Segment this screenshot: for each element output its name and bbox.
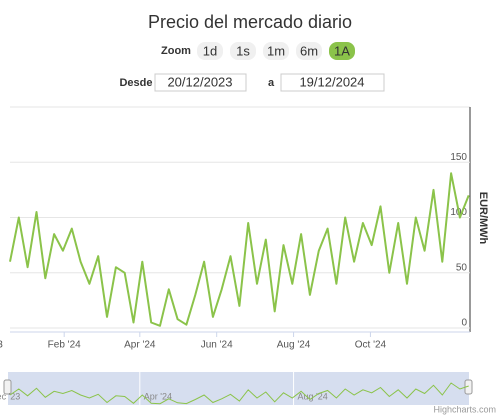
- to-label: a: [268, 77, 275, 89]
- chart-title: Precio del mercado diario: [148, 12, 352, 32]
- zoom-button[interactable]: [296, 42, 322, 60]
- navigator-line: [9, 382, 469, 405]
- x-tick-label: Oct '24: [355, 340, 387, 351]
- zoom-button-label[interactable]: 1m: [267, 43, 285, 58]
- x-tick-label: Feb '24: [48, 340, 81, 351]
- zoom-button[interactable]: [197, 42, 223, 60]
- zoom-button[interactable]: [329, 42, 355, 60]
- from-label: Desde: [119, 77, 152, 89]
- x-tick-label: Apr '24: [124, 340, 156, 351]
- navigator-handle[interactable]: [3, 379, 12, 395]
- zoom-button[interactable]: [230, 42, 256, 60]
- to-input[interactable]: [280, 73, 385, 92]
- series-line: [9, 172, 470, 327]
- navigator-tick-label: Apr '24: [144, 391, 172, 401]
- x-tick-label: Aug '24: [277, 340, 311, 351]
- y-tick-label: 0: [461, 318, 467, 329]
- x-tick-label: Dec '23: [0, 340, 3, 351]
- navigator-mask[interactable]: [8, 372, 469, 405]
- zoom-button-label[interactable]: 6m: [300, 43, 318, 58]
- navigator-tick-label: Aug '24: [298, 391, 328, 401]
- navigator-tick-label: Dec '23: [0, 391, 20, 401]
- zoom-button-label[interactable]: 1A: [334, 43, 350, 58]
- zoom-button-label[interactable]: 1s: [236, 43, 250, 58]
- from-value[interactable]: 20/12/2023: [167, 74, 232, 89]
- y-tick-label: 150: [450, 152, 467, 163]
- zoom-button-label[interactable]: 1d: [203, 43, 217, 58]
- y-tick-label: 50: [456, 262, 468, 273]
- to-value[interactable]: 19/12/2024: [299, 74, 364, 89]
- zoom-label: Zoom: [161, 45, 191, 57]
- from-input[interactable]: [154, 73, 247, 92]
- y-axis-title: EUR/MWh: [477, 192, 489, 245]
- zoom-button[interactable]: [263, 42, 289, 60]
- credits: Highcharts.com: [433, 404, 496, 414]
- x-tick-label: Jun '24: [201, 340, 233, 351]
